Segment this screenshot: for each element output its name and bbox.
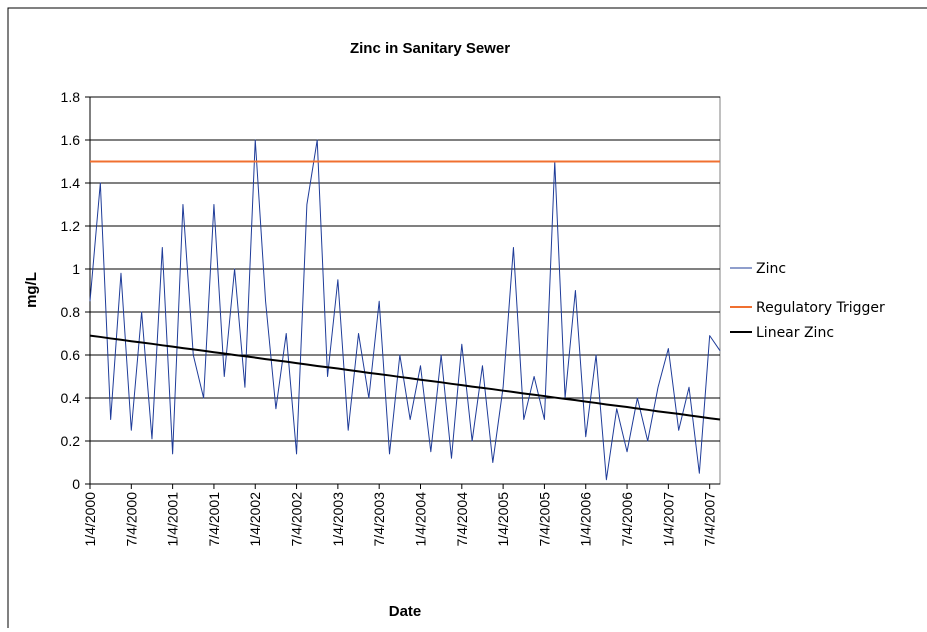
- legend-label: Regulatory Trigger: [756, 300, 885, 316]
- x-tick-label: 1/4/2004: [412, 492, 428, 547]
- y-tick-label: 0.2: [61, 433, 81, 449]
- x-axis-label: Date: [389, 603, 422, 620]
- x-tick-label: 1/4/2002: [247, 492, 263, 547]
- x-tick-label: 1/4/2000: [82, 492, 98, 547]
- x-tick-label: 7/4/2002: [289, 492, 305, 547]
- legend-label: Linear Zinc: [756, 325, 834, 341]
- y-axis-label: mg/L: [23, 272, 40, 308]
- y-tick-label: 1: [72, 261, 80, 277]
- plot-area: [89, 96, 721, 485]
- x-tick-label: 7/4/2006: [619, 492, 635, 547]
- legend-label: Zinc: [756, 261, 786, 277]
- x-tick-label: 7/4/2000: [123, 492, 139, 547]
- x-tick-label: 7/4/2005: [536, 492, 552, 547]
- x-tick-label: 1/4/2006: [578, 492, 594, 547]
- y-tick-label: 0.6: [61, 347, 81, 363]
- x-tick-label: 1/4/2001: [165, 492, 181, 547]
- x-tick-label: 7/4/2004: [454, 492, 470, 547]
- x-tick-label: 7/4/2001: [206, 492, 222, 547]
- x-tick-label: 1/4/2005: [495, 492, 511, 547]
- y-tick-label: 0: [72, 476, 80, 492]
- series-line: [89, 334, 721, 421]
- y-tick-label: 1.4: [61, 175, 81, 191]
- x-tick-label: 1/4/2007: [660, 492, 676, 547]
- y-tick-label: 0.8: [61, 304, 81, 320]
- y-tick-label: 1.6: [61, 132, 81, 148]
- y-tick-label: 0.4: [61, 390, 81, 406]
- x-tick-label: 7/4/2003: [371, 492, 387, 547]
- y-tick-label: 1.2: [61, 218, 81, 234]
- series-line: [89, 139, 721, 481]
- chart-title: Zinc in Sanitary Sewer: [350, 40, 510, 57]
- x-tick-label: 7/4/2007: [702, 492, 718, 547]
- x-tick-label: 1/4/2003: [330, 492, 346, 547]
- y-tick-label: 1.8: [61, 89, 81, 105]
